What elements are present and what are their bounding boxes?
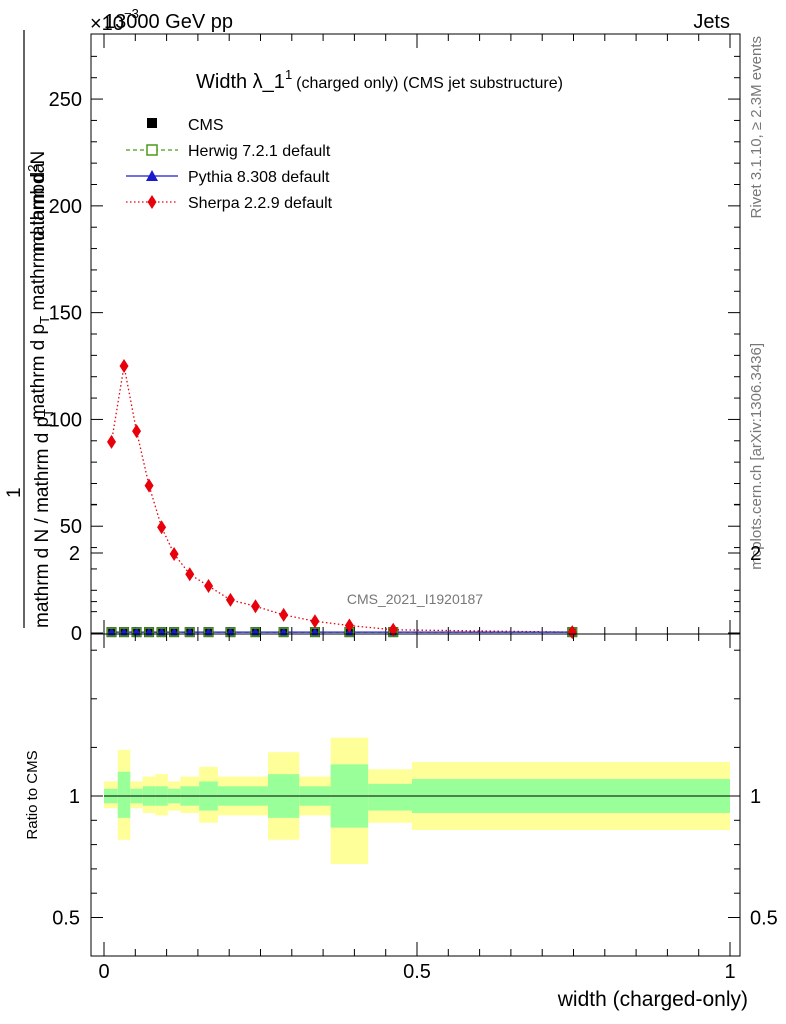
herwig-point bbox=[144, 627, 154, 637]
herwig-point bbox=[131, 627, 142, 637]
sherpa-point bbox=[388, 622, 398, 637]
herwig-point bbox=[250, 627, 261, 637]
herwig-point bbox=[169, 627, 179, 637]
ratio-frame bbox=[90, 633, 741, 957]
ylabel-num: 1 bbox=[4, 487, 25, 498]
ratio-bands bbox=[104, 737, 730, 865]
sherpa-point bbox=[225, 592, 235, 607]
main-y-tick-label: 250 bbox=[49, 89, 82, 111]
exponent-label: ×10 bbox=[90, 13, 124, 35]
sherpa-point bbox=[185, 567, 195, 582]
sherpa-point bbox=[157, 520, 167, 535]
ratio-band-inner bbox=[117, 771, 131, 818]
ratio-panel: 0.5 0.51 12 2 0 0.5 1 Ratio to CMS width (cha… bbox=[24, 503, 778, 1011]
legend-sherpa-label: Sherpa 2.2.9 default bbox=[188, 195, 333, 212]
legend: CMS Herwig 7.2.1 default Pythia 8.308 de… bbox=[126, 117, 333, 212]
sherpa-point bbox=[279, 607, 289, 622]
x-tick-label: 0 bbox=[98, 961, 109, 983]
main-x-ticks bbox=[103, 34, 731, 634]
ratio-y-tick-label: 0.5 bbox=[52, 908, 80, 930]
herwig-point bbox=[156, 627, 167, 637]
rivet-label: Rivet 3.1.10, ≥ 2.3M events bbox=[748, 36, 765, 219]
mcplots-label: mcplots.cern.ch [arXiv:1306.3436] bbox=[748, 343, 765, 570]
legend-cms-marker bbox=[147, 118, 157, 128]
legend-pythia-label: Pythia 8.308 default bbox=[188, 169, 330, 186]
legend-entry-pythia: Pythia 8.308 default bbox=[126, 169, 330, 186]
watermark: CMS_2021_I1920187 bbox=[347, 591, 483, 607]
sherpa-point bbox=[204, 579, 214, 594]
legend-pythia-marker bbox=[146, 170, 158, 181]
sherpa-point bbox=[344, 618, 354, 633]
sherpa-point bbox=[119, 359, 129, 374]
plot-title: Width λ_11(charged only) (CMS jet substr… bbox=[196, 67, 563, 93]
main-ylabel: 1 mathrm d N / mathrm d pT mathrm d2N ma… bbox=[4, 30, 56, 628]
ratio-band-inner bbox=[368, 783, 412, 811]
sherpa-point bbox=[132, 424, 142, 439]
ratio-y-tick-label: 1 bbox=[69, 786, 80, 808]
ratio-y-tick-label-right: 1 bbox=[750, 786, 761, 808]
sherpa-point bbox=[169, 546, 179, 561]
herwig-point bbox=[106, 627, 117, 637]
legend-sherpa-marker bbox=[147, 195, 157, 209]
main-y-tick-label: 150 bbox=[49, 303, 82, 325]
xlabel: width (charged-only) bbox=[557, 988, 748, 1011]
main-y-tick-label: 100 bbox=[49, 409, 82, 431]
ratio-y-tick-label-right: 0.5 bbox=[750, 908, 778, 930]
main-y-tick-label: 0 bbox=[71, 623, 82, 645]
series-layer bbox=[106, 359, 578, 640]
ratio-y-tick-label-right: 2 bbox=[750, 543, 761, 565]
ratio-y-tick-label: 2 bbox=[69, 543, 80, 565]
sherpa-point bbox=[107, 434, 117, 449]
ylabel-num-line1: mathrm d2N bbox=[25, 151, 49, 252]
herwig-point bbox=[119, 627, 129, 637]
ratio-y-ticks: 0.5 0.5 1 1 2 2 bbox=[52, 503, 778, 930]
legend-entry-cms: CMS bbox=[147, 117, 224, 134]
x-tick-label: 1 bbox=[724, 961, 735, 983]
legend-entry-herwig: Herwig 7.2.1 default bbox=[126, 143, 331, 160]
ylabel-num-line2: mathrm d pT mathrm d lambda bbox=[28, 162, 52, 420]
legend-cms-label: CMS bbox=[188, 117, 224, 134]
herwig-point bbox=[203, 627, 214, 637]
main-y-tick-label: 50 bbox=[60, 516, 82, 538]
header-left: 13000 GeV pp bbox=[104, 11, 233, 33]
legend-herwig-label: Herwig 7.2.1 default bbox=[188, 143, 331, 160]
legend-herwig-marker bbox=[146, 144, 158, 156]
ratio-x-ticks: 0 0.5 1 bbox=[98, 634, 736, 983]
herwig-point bbox=[185, 627, 195, 637]
sherpa-point bbox=[250, 599, 260, 614]
legend-entry-sherpa: Sherpa 2.2.9 default bbox=[126, 195, 333, 212]
main-y-ticks: 0 50 100 150 200 250 bbox=[49, 55, 740, 645]
main-panel: 0 50 100 150 200 250 CMS_2021_I1920187 Width … bbox=[49, 33, 741, 645]
main-y-tick-label: 200 bbox=[49, 196, 82, 218]
exponent-power: −3 bbox=[124, 6, 139, 21]
sherpa-line bbox=[110, 365, 573, 633]
ylabel-den: mathrm d N / mathrm d pT bbox=[32, 409, 56, 628]
sherpa-point bbox=[310, 614, 320, 629]
sherpa-point bbox=[567, 625, 577, 640]
herwig-point bbox=[278, 627, 289, 637]
ratio-ylabel: Ratio to CMS bbox=[24, 750, 41, 839]
sherpa-point bbox=[144, 478, 154, 493]
x-tick-label: 0.5 bbox=[403, 961, 431, 983]
herwig-point bbox=[225, 627, 236, 637]
header-right: Jets bbox=[693, 11, 730, 33]
